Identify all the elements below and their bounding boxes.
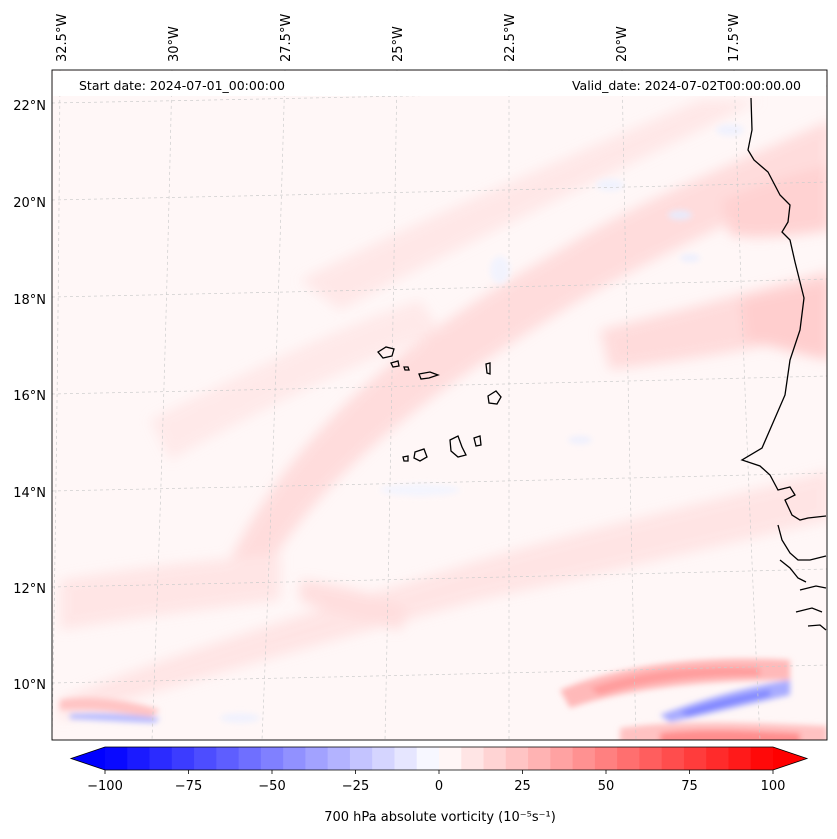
meridian-20w	[621, 70, 637, 740]
island-santa-luzia	[403, 366, 410, 371]
colorbar-cell	[594, 747, 618, 770]
island-brava	[402, 455, 409, 462]
start-date-label: Start date: 2024-07-01_00:00:00	[79, 78, 285, 93]
island-sao-nicolau	[418, 371, 440, 380]
lat-label: 10°N	[13, 678, 46, 693]
colorbar-cell	[505, 747, 529, 770]
colorbar-cell	[194, 747, 217, 770]
lon-label: 30°W	[167, 26, 182, 62]
colorbar-cell	[706, 747, 730, 770]
colorbar-cell	[327, 747, 351, 770]
lat-label: 18°N	[13, 293, 46, 308]
colorbar-cell	[283, 747, 306, 770]
parallel-10n	[52, 664, 827, 684]
lon-label: 22.5°W	[503, 14, 518, 62]
colorbar-cell	[260, 747, 284, 770]
colorbar-tick-label: 0	[435, 779, 443, 794]
island-boa-vista	[487, 390, 502, 405]
colorbar-cell	[661, 747, 685, 770]
colorbar-cell	[394, 747, 418, 770]
colorbar-cell	[372, 747, 396, 770]
colorbar-cell	[439, 747, 462, 770]
colorbar-cell	[572, 747, 596, 770]
valid-date-label: Valid_date: 2024-07-02T00:00:00.00	[572, 78, 801, 93]
island-sal	[485, 362, 491, 375]
colorbar-cell	[750, 747, 774, 770]
colorbar-extend-min	[71, 747, 105, 770]
colorbar-cells	[69, 746, 809, 771]
meridian-32-5w	[52, 70, 61, 740]
meridian-25w	[384, 70, 398, 740]
lon-label: 27.5°W	[279, 14, 294, 62]
lat-label: 22°N	[13, 99, 46, 114]
header-strip	[53, 71, 826, 96]
lat-label: 16°N	[13, 389, 46, 404]
longitude-labels: 32.5°W 30°W 27.5°W 25°W 22.5°W 20°W 17.5…	[55, 14, 742, 62]
lon-label: 17.5°W	[727, 14, 742, 62]
colorbar-tick-label: 100	[761, 779, 786, 794]
meridian-30w	[151, 70, 173, 740]
graticule	[52, 70, 827, 740]
parallel-22n	[52, 85, 827, 104]
colorbar-label: 700 hPa absolute vorticity (10⁻⁵s⁻¹)	[324, 810, 556, 825]
colorbar-ticks: −100 −75 −50 −25 0 25 50 75 100	[87, 770, 785, 794]
parallel-12n	[52, 568, 827, 588]
lon-label: 20°W	[615, 26, 630, 62]
colorbar-tick-label: 25	[514, 779, 531, 794]
colorbar-cell	[617, 747, 640, 770]
island-fogo	[413, 448, 428, 462]
island-sao-vicente	[390, 360, 400, 368]
coastline	[377, 97, 827, 631]
colorbar-tick-label: 75	[681, 779, 698, 794]
map-frame	[51, 69, 828, 741]
lon-label: 32.5°W	[55, 14, 70, 62]
field-background	[52, 70, 827, 740]
colorbar-cell	[238, 747, 262, 770]
meridian-27-5w	[261, 70, 286, 740]
colorbar-tick-label: −100	[87, 779, 123, 794]
lat-label: 14°N	[13, 486, 46, 501]
colorbar-cell	[550, 747, 574, 770]
colorbar-cell	[171, 747, 195, 770]
lat-label: 12°N	[13, 582, 46, 597]
africa-coastline	[740, 97, 827, 631]
colorbar-cell	[461, 747, 485, 770]
colorbar-cell	[105, 747, 128, 770]
island-santo-antao	[377, 346, 395, 359]
parallel-20n	[52, 181, 827, 201]
colorbar-cell	[149, 747, 173, 770]
lon-label: 25°W	[391, 26, 406, 62]
colorbar-cell	[216, 747, 240, 770]
colorbar-cell	[639, 747, 663, 770]
colorbar-cell	[349, 747, 373, 770]
colorbar-cell	[305, 747, 329, 770]
latitude-labels: 22°N 20°N 18°N 16°N 14°N 12°N 10°N	[13, 99, 46, 693]
parallel-18n	[52, 278, 827, 298]
colorbar-extend-max	[773, 747, 807, 770]
colorbar-tick-label: −50	[258, 779, 285, 794]
island-santiago	[449, 435, 467, 458]
colorbar-cell	[127, 747, 151, 770]
lat-label: 20°N	[13, 196, 46, 211]
colorbar-tick-label: −75	[175, 779, 202, 794]
colorbar-tick-label: −25	[342, 779, 369, 794]
colorbar-tick-label: 50	[598, 779, 615, 794]
island-maio	[473, 435, 482, 447]
parallel-14n	[52, 472, 827, 492]
meridian-17-5w	[733, 70, 761, 740]
colorbar-cell	[728, 747, 752, 770]
parallel-16n	[52, 375, 827, 395]
colorbar: −100 −75 −50 −25 0 25 50 75 100 700 hPa absolute…	[69, 746, 809, 825]
colorbar-cell	[528, 747, 551, 770]
colorbar-cell	[416, 747, 440, 770]
colorbar-cell	[683, 747, 707, 770]
vorticity-field	[52, 70, 827, 740]
colorbar-cell	[483, 747, 507, 770]
